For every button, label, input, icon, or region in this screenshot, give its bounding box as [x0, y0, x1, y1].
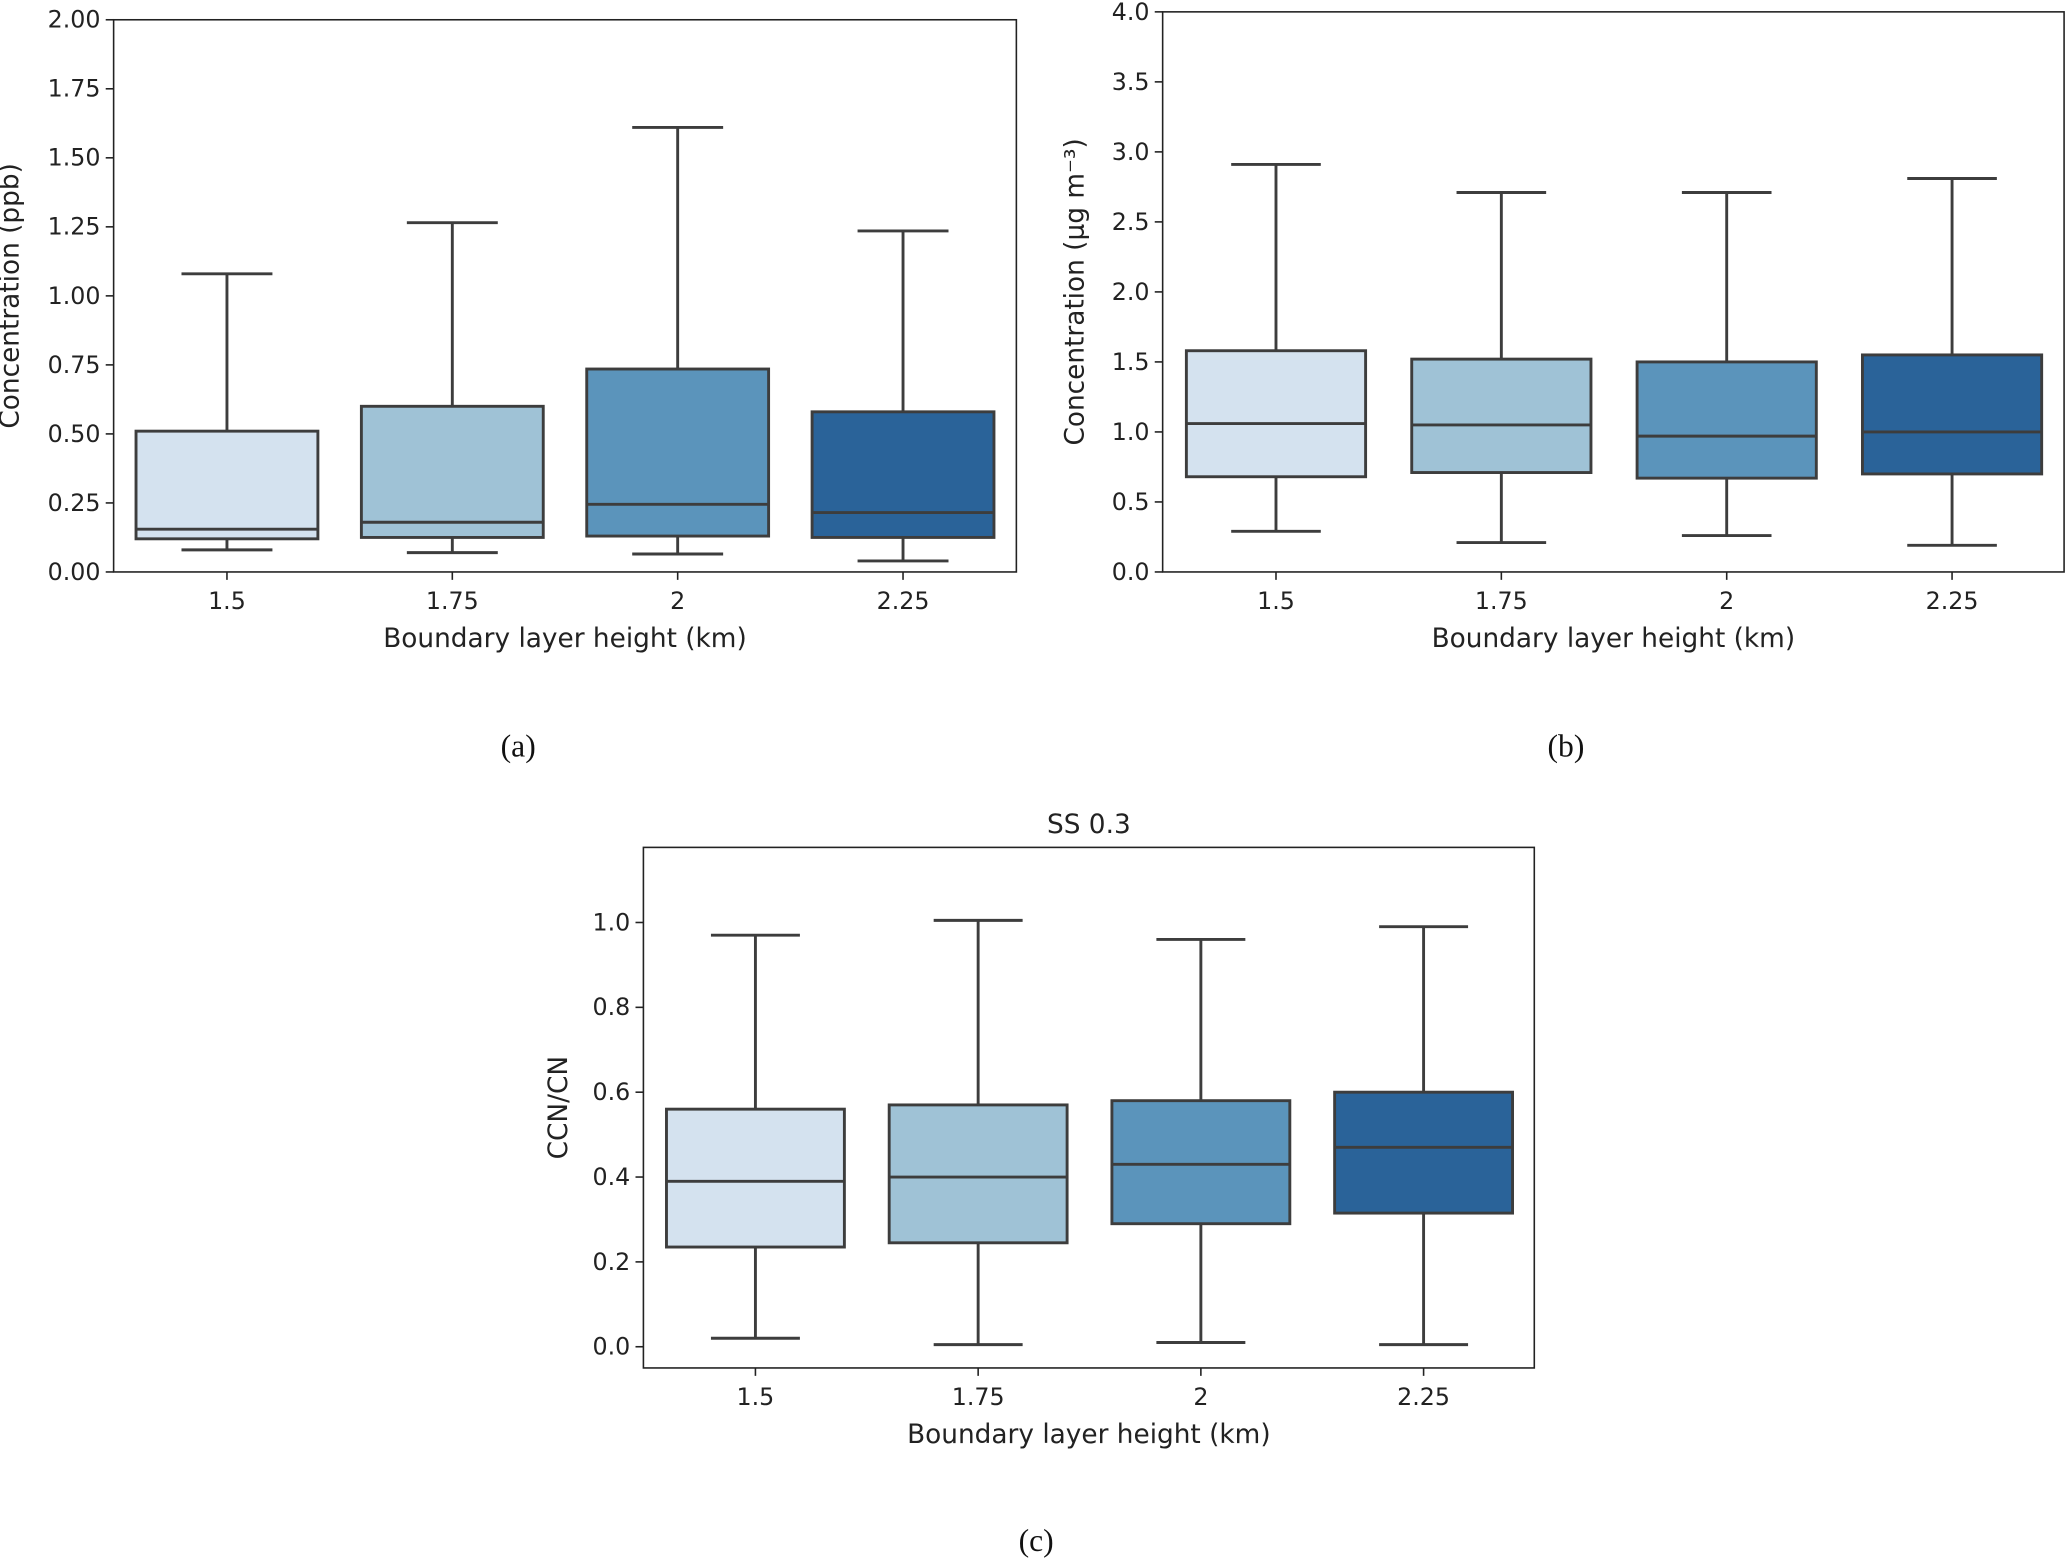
- y-axis-label: Concentration (ppb): [0, 163, 26, 428]
- axes-frame: [642, 846, 1536, 1369]
- box-2: [1635, 191, 1818, 538]
- chart-panel-c: 0.0 0.2 0.4 0.6 0.8 1.0 1.5 1.75 2 2.25 Boundary l…: [544, 810, 1536, 1558]
- y-tick-label: 0.00: [48, 558, 101, 586]
- box-iqr: [665, 1107, 846, 1249]
- box-iqr: [1410, 357, 1593, 474]
- x-tick-label: 2.25: [1926, 587, 1979, 615]
- y-tick-label: 0.50: [48, 420, 101, 448]
- y-tick-label: 0.4: [592, 1163, 630, 1191]
- box-2.25: [1860, 177, 2044, 547]
- y-tick-label: 0.5: [1112, 488, 1150, 516]
- box-2.25: [1333, 925, 1514, 1347]
- box-1.5: [665, 933, 846, 1340]
- x-tick-label: 1.75: [426, 587, 479, 615]
- x-tick-label: 1.5: [208, 587, 246, 615]
- y-tick-label: 1.0: [1112, 418, 1150, 446]
- box-iqr: [1110, 1099, 1292, 1226]
- y-tick-label: 0.0: [592, 1333, 630, 1361]
- box-iqr: [887, 1103, 1069, 1245]
- chart-panel-a: 0.00 0.25 0.50 0.75 1.00 1.25 1.50 1.75 2.00 1.5 1…: [0, 6, 1018, 763]
- box-iqr: [1333, 1090, 1514, 1215]
- x-tick-label: 1.5: [737, 1383, 775, 1411]
- y-tick-label: 1.75: [48, 75, 101, 103]
- y-tick-label: 0.75: [48, 351, 101, 379]
- box-2: [1110, 938, 1292, 1344]
- box-2.25: [810, 229, 996, 563]
- y-tick-label: 1.5: [1112, 348, 1150, 376]
- panel-caption: (b): [1547, 728, 1584, 763]
- box-1.75: [887, 918, 1069, 1347]
- y-tick-label: 0.8: [592, 993, 630, 1021]
- box-iqr: [1635, 360, 1818, 480]
- x-axis-label: Boundary layer height (km): [383, 624, 747, 654]
- panel-caption: (a): [501, 728, 536, 763]
- x-tick-label: 2: [1193, 1383, 1208, 1411]
- box-iqr: [359, 404, 545, 539]
- y-axis-label: CCN/CN: [544, 1056, 574, 1159]
- box-iqr: [134, 429, 320, 541]
- box-iqr: [1860, 353, 2044, 476]
- y-tick-label: 1.00: [48, 282, 101, 310]
- axes-frame: [1161, 11, 2065, 573]
- y-tick-label: 0.2: [592, 1248, 630, 1276]
- x-tick-label: 1.75: [1475, 587, 1528, 615]
- y-tick-label: 0.6: [592, 1078, 630, 1106]
- y-tick-label: 1.25: [48, 213, 101, 241]
- box-2: [585, 125, 771, 556]
- x-tick-label: 1.5: [1257, 587, 1295, 615]
- chart-title: SS 0.3: [1047, 810, 1131, 840]
- y-tick-label: 1.0: [592, 908, 630, 936]
- y-axis-label: Concentration (µg m⁻³): [1061, 138, 1091, 445]
- box-1.5: [134, 272, 320, 552]
- box-iqr: [810, 410, 996, 539]
- box-iqr: [585, 367, 771, 538]
- box-1.75: [1410, 191, 1593, 545]
- box-1.5: [1184, 163, 1368, 533]
- x-tick-label: 2: [670, 587, 685, 615]
- y-tick-label: 2.5: [1112, 208, 1150, 236]
- y-tick-label: 2.0: [1112, 278, 1150, 306]
- x-tick-label: 1.75: [952, 1383, 1005, 1411]
- panel-caption: (c): [1019, 1523, 1054, 1558]
- x-axis-label: Boundary layer height (km): [1432, 624, 1796, 654]
- box-1.75: [359, 221, 545, 555]
- y-tick-label: 0.0: [1112, 558, 1150, 586]
- y-tick-label: 2.00: [48, 6, 101, 34]
- y-tick-label: 3.5: [1112, 68, 1150, 96]
- x-tick-label: 2: [1719, 587, 1734, 615]
- x-tick-label: 2.25: [1397, 1383, 1450, 1411]
- x-tick-label: 2.25: [877, 587, 930, 615]
- y-tick-label: 4.0: [1112, 0, 1150, 26]
- y-tick-label: 0.25: [48, 489, 101, 517]
- x-axis-label: Boundary layer height (km): [907, 1420, 1271, 1450]
- y-tick-label: 1.50: [48, 144, 101, 172]
- y-tick-label: 3.0: [1112, 138, 1150, 166]
- box-iqr: [1184, 349, 1368, 479]
- chart-panel-b: 0.0 0.5 1.0 1.5 2.0 2.5 3.0 3.5 4.0 1.5 1.75 2 2.25 B…: [1061, 0, 2065, 763]
